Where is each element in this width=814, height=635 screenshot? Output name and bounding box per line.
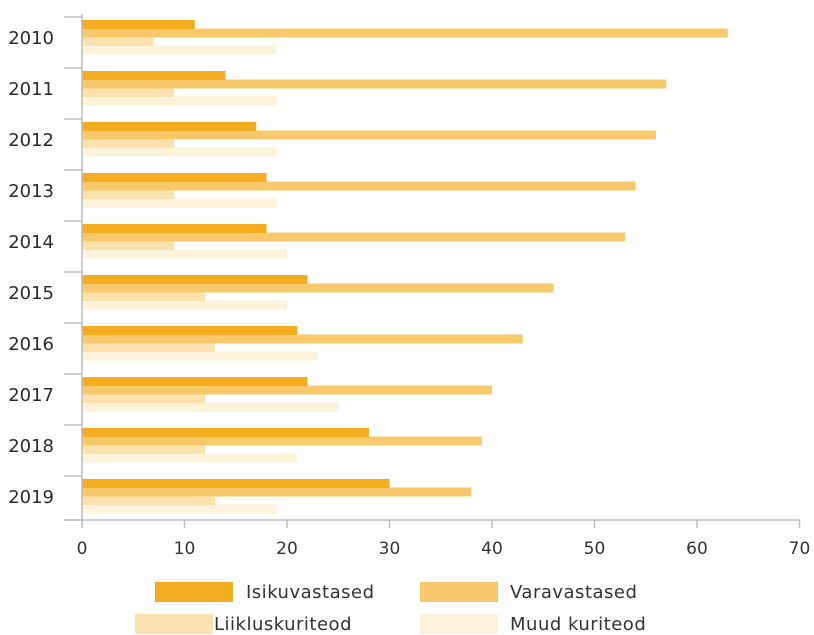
bar-isikuvastased-2019	[82, 479, 390, 488]
bar-varavastased-2015	[82, 283, 554, 293]
bar-muud-kuriteod-2014	[82, 249, 287, 259]
legend-swatch-liikluskuriteod	[135, 614, 213, 634]
bar-isikuvastased-2017	[82, 377, 308, 386]
x-tick-label-60: 60	[686, 539, 708, 559]
bar-muud-kuriteod-2011	[82, 96, 277, 106]
bar-isikuvastased-2010	[82, 20, 195, 29]
bar-liikluskuriteod-2010	[82, 37, 154, 46]
legend-label-muud-kuriteod: Muud kuriteod	[510, 614, 646, 635]
x-tick-label-0: 0	[77, 539, 88, 559]
bar-liikluskuriteod-2013	[82, 190, 175, 199]
legend-swatch-varavastased	[420, 582, 498, 602]
bar-liikluskuriteod-2019	[82, 496, 216, 505]
y-tick-label-2019: 2019	[8, 487, 54, 508]
legend-label-isikuvastased: Isikuvastased	[246, 582, 375, 603]
bar-isikuvastased-2018	[82, 428, 369, 437]
bar-varavastased-2017	[82, 385, 492, 395]
bar-isikuvastased-2012	[82, 122, 257, 131]
y-tick-label-2015: 2015	[8, 283, 54, 304]
bar-muud-kuriteod-2015	[82, 300, 287, 310]
bar-isikuvastased-2013	[82, 173, 267, 182]
y-tick-label-2014: 2014	[8, 232, 54, 253]
legend-label-varavastased: Varavastased	[510, 582, 637, 603]
bar-liikluskuriteod-2011	[82, 88, 175, 97]
y-tick-label-2012: 2012	[8, 130, 54, 151]
y-tick-label-2011: 2011	[8, 79, 54, 100]
bar-isikuvastased-2015	[82, 275, 308, 284]
bar-isikuvastased-2011	[82, 71, 226, 80]
bar-isikuvastased-2016	[82, 326, 298, 335]
y-tick-label-2018: 2018	[8, 436, 54, 457]
bar-muud-kuriteod-2017	[82, 402, 339, 412]
bar-varavastased-2012	[82, 130, 656, 140]
y-tick-label-2016: 2016	[8, 334, 54, 355]
bar-muud-kuriteod-2019	[82, 504, 277, 514]
bar-varavastased-2016	[82, 334, 523, 344]
x-tick-label-50: 50	[584, 539, 606, 559]
bar-varavastased-2019	[82, 487, 472, 497]
y-tick-label-2017: 2017	[8, 385, 54, 406]
y-tick-label-2013: 2013	[8, 181, 54, 202]
bar-varavastased-2018	[82, 436, 482, 446]
legend-swatch-isikuvastased	[155, 582, 233, 602]
bar-varavastased-2010	[82, 28, 728, 38]
bar-liikluskuriteod-2015	[82, 292, 205, 301]
x-tick-label-20: 20	[276, 539, 298, 559]
bar-varavastased-2011	[82, 79, 667, 89]
x-tick-label-30: 30	[379, 539, 401, 559]
bar-muud-kuriteod-2012	[82, 147, 277, 157]
bar-varavastased-2014	[82, 232, 626, 242]
bar-muud-kuriteod-2010	[82, 45, 277, 55]
y-tick-label-2010: 2010	[8, 28, 54, 49]
bar-liikluskuriteod-2012	[82, 139, 175, 148]
bar-liikluskuriteod-2018	[82, 445, 205, 454]
bar-isikuvastased-2014	[82, 224, 267, 233]
legend-label-liikluskuriteod: Liikluskuriteod	[214, 614, 352, 635]
bar-muud-kuriteod-2016	[82, 351, 318, 361]
x-tick-label-70: 70	[789, 539, 811, 559]
bar-liikluskuriteod-2014	[82, 241, 175, 250]
bar-liikluskuriteod-2016	[82, 343, 216, 352]
x-tick-label-10: 10	[174, 539, 196, 559]
bar-liikluskuriteod-2017	[82, 394, 205, 403]
bar-muud-kuriteod-2018	[82, 453, 298, 463]
legend-swatch-muud-kuriteod	[420, 614, 498, 634]
x-tick-label-40: 40	[481, 539, 503, 559]
bar-muud-kuriteod-2013	[82, 198, 277, 208]
bar-varavastased-2013	[82, 181, 636, 191]
